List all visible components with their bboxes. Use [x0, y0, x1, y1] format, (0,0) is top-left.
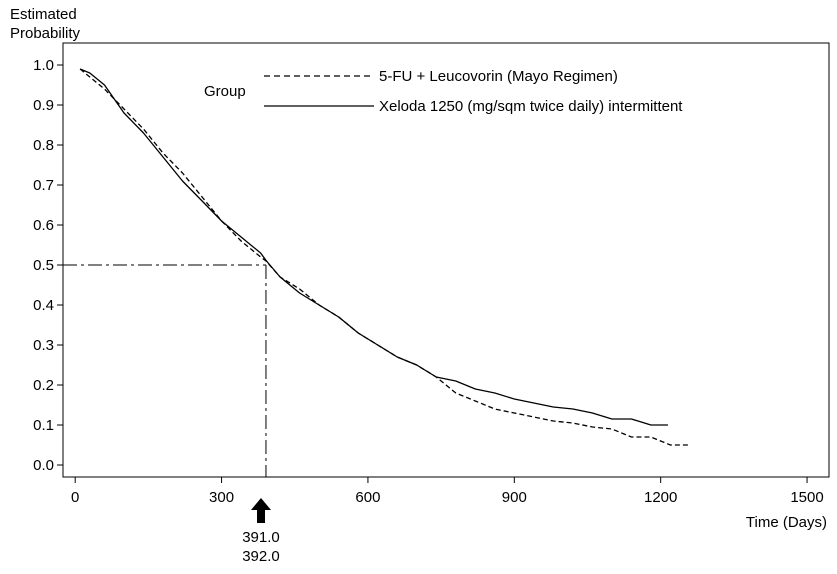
series-line-xeloda — [79, 68, 668, 426]
x-axis-label: Time (Days) — [746, 514, 827, 531]
x-tick-label: 300 — [209, 489, 234, 506]
x-tick-label: 1200 — [644, 489, 677, 506]
legend-title: Group — [204, 83, 246, 100]
y-tick-label: 0.7 — [33, 177, 54, 194]
y-tick-label: 1.0 — [33, 57, 54, 74]
y-axis-label-line1: Estimated — [10, 6, 77, 23]
y-tick-label: 0.1 — [33, 417, 54, 434]
y-tick-label: 0.5 — [33, 257, 54, 274]
median-arrow-icon — [251, 498, 271, 523]
median-value-1: 391.0 — [242, 529, 280, 546]
legend-label-xeloda: Xeloda 1250 (mg/sqm twice daily) intermi… — [379, 98, 683, 115]
x-tick-label: 600 — [355, 489, 380, 506]
median-value-2: 392.0 — [242, 548, 280, 565]
x-tick-label: 0 — [71, 489, 79, 506]
y-tick-label: 0.6 — [33, 217, 54, 234]
x-tick-label: 1500 — [790, 489, 823, 506]
legend: Group 5-FU + Leucovorin (Mayo Regimen) X… — [204, 68, 683, 115]
y-axis-label-line2: Probability — [10, 25, 81, 42]
y-tick-label: 0.0 — [33, 457, 54, 474]
x-tick-label: 900 — [502, 489, 527, 506]
y-tick-label: 0.8 — [33, 137, 54, 154]
y-tick-label: 0.3 — [33, 337, 54, 354]
series-lines — [79, 68, 690, 446]
y-tick-label: 0.4 — [33, 297, 54, 314]
plot-frame — [62, 42, 830, 478]
legend-label-mayo: 5-FU + Leucovorin (Mayo Regimen) — [379, 68, 618, 85]
axis-ticks: 0.0 0.1 0.2 0.3 0.4 0.5 0.6 0.7 0.8 0.9 1.0 0 300 600… — [33, 57, 824, 506]
series-line-mayo — [79, 68, 690, 446]
y-tick-label: 0.9 — [33, 97, 54, 114]
median-reference-lines — [63, 264, 267, 477]
y-tick-label: 0.2 — [33, 377, 54, 394]
